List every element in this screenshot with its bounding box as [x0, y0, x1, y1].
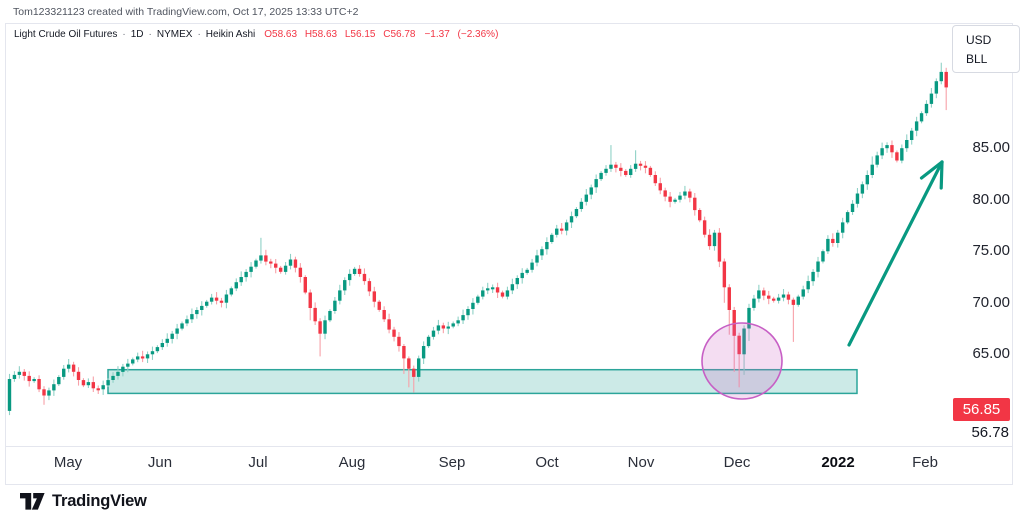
time-tick-label: Aug: [338, 454, 366, 471]
time-tick-label: Dec: [723, 454, 751, 471]
time-tick-label: Nov: [627, 454, 655, 471]
price-tick-label: 80.00: [972, 190, 1010, 208]
change-value: −1.37 (−2.36%): [424, 29, 499, 40]
close-price-label: 56.78: [971, 424, 1009, 441]
symbol-title[interactable]: Light Crude Oil Futures: [14, 29, 118, 40]
time-tick-label: Oct: [535, 454, 559, 471]
time-tick-label: Feb: [912, 454, 938, 471]
legend-separator: ·: [148, 29, 152, 40]
unit-selector-box: USD BLL: [952, 25, 1020, 73]
time-axis-separator: [5, 446, 1013, 447]
time-tick-label: Sep: [438, 454, 466, 471]
unit-label: BLL: [966, 52, 988, 66]
highlight-circle[interactable]: [701, 322, 783, 400]
time-tick-label: 2022: [821, 454, 855, 471]
tradingview-logo-icon[interactable]: [20, 492, 45, 511]
price-tick-label: 75.00: [972, 242, 1010, 260]
time-tick-label: Jul: [248, 454, 268, 471]
price-tick-label: 85.00: [972, 139, 1010, 157]
interval-label[interactable]: 1D: [130, 29, 144, 40]
currency-label: USD: [966, 33, 992, 47]
trend-arrow[interactable]: [847, 160, 944, 347]
candles: [7, 62, 948, 416]
symbol-legend[interactable]: Light Crude Oil Futures · 1D · NYMEX · H…: [14, 29, 498, 40]
current-price-badge: 56.85: [953, 398, 1010, 421]
price-tick-label: 70.00: [972, 293, 1010, 311]
legend-separator: ·: [122, 29, 126, 40]
watermark-text: Tom123321123 created with TradingView.co…: [13, 6, 359, 18]
time-tick-label: Jun: [147, 454, 173, 471]
time-tick-label: May: [53, 454, 83, 471]
legend-separator: ·: [197, 29, 201, 40]
ohlc-values: O58.63 H58.63 L56.15 C56.78: [264, 29, 416, 40]
exchange-label: NYMEX: [156, 29, 193, 40]
price-tick-label: 65.00: [972, 345, 1010, 363]
chart-style-label: Heikin Ashi: [205, 29, 256, 40]
tradingview-logo-text[interactable]: TradingView: [52, 492, 147, 510]
chart-widget-frame: [5, 23, 1013, 485]
footer-branding: TradingView: [20, 492, 147, 511]
